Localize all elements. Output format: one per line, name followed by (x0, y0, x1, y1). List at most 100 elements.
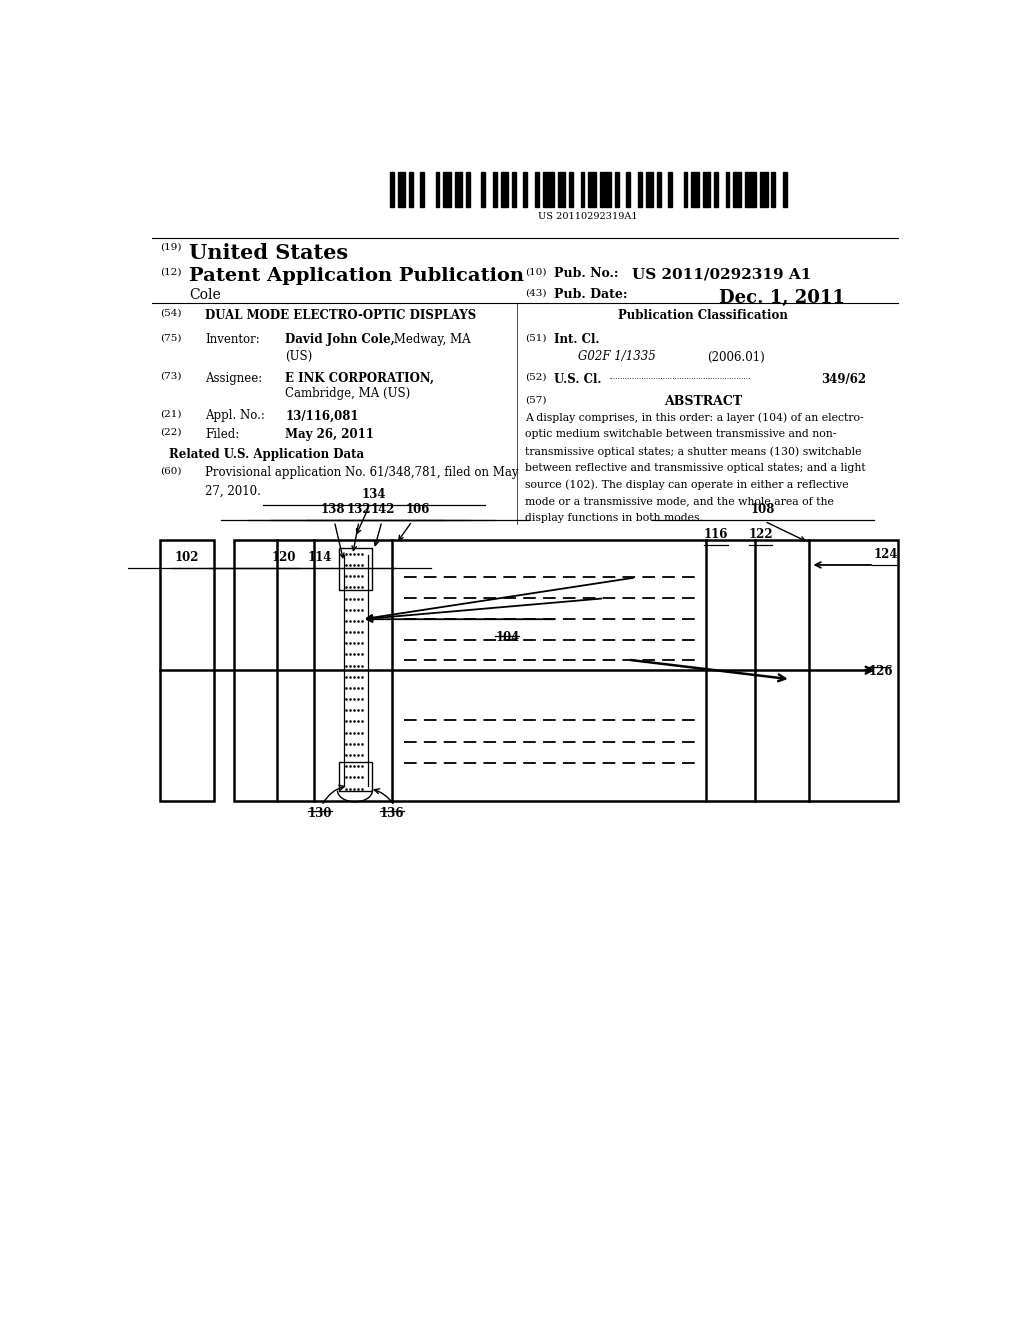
Text: Publication Classification: Publication Classification (618, 309, 788, 322)
Text: 106: 106 (406, 503, 430, 516)
Bar (744, 172, 756, 207)
Text: (22): (22) (160, 428, 181, 437)
Text: David John Cole,: David John Cole, (285, 333, 395, 346)
Text: 124: 124 (873, 548, 898, 561)
Text: 138: 138 (321, 503, 345, 516)
Text: Pub. No.:: Pub. No.: (554, 267, 618, 280)
Text: ............................................................: ........................................… (608, 372, 751, 381)
Text: 104: 104 (496, 631, 519, 644)
Text: G02F 1/1335: G02F 1/1335 (578, 351, 655, 363)
Text: Related U.S. Application Data: Related U.S. Application Data (169, 447, 365, 461)
Text: Provisional application No. 61/348,781, filed on May
27, 2010.: Provisional application No. 61/348,781, … (205, 466, 518, 498)
Text: (73): (73) (160, 372, 181, 381)
Bar (455, 172, 463, 207)
Bar (684, 172, 687, 207)
Text: US 20110292319A1: US 20110292319A1 (539, 213, 638, 222)
Text: (60): (60) (160, 466, 181, 475)
Bar (466, 172, 470, 207)
Bar (569, 172, 573, 207)
Text: Pub. Date:: Pub. Date: (554, 289, 628, 301)
Text: Inventor:: Inventor: (205, 333, 260, 346)
Bar (409, 172, 413, 207)
Bar (397, 172, 406, 207)
Text: 134: 134 (361, 488, 386, 500)
Text: (75): (75) (160, 333, 181, 342)
Text: 116: 116 (703, 528, 728, 541)
Bar (691, 172, 699, 207)
Text: (51): (51) (524, 333, 546, 342)
Text: ABSTRACT: ABSTRACT (665, 395, 742, 408)
Text: (10): (10) (524, 267, 546, 276)
Bar (535, 172, 539, 207)
Text: Patent Application Publication: Patent Application Publication (189, 267, 524, 285)
Text: U.S. Cl.: U.S. Cl. (554, 372, 602, 385)
Bar (669, 172, 672, 207)
Bar (638, 172, 642, 207)
Text: 142: 142 (371, 503, 395, 516)
Text: (12): (12) (160, 267, 181, 276)
Bar (581, 172, 585, 207)
Text: Appl. No.:: Appl. No.: (205, 409, 265, 422)
Text: 120: 120 (271, 550, 296, 564)
Bar (588, 172, 596, 207)
Bar (493, 172, 497, 207)
Text: (US): (US) (285, 350, 312, 363)
Text: 114: 114 (308, 550, 332, 564)
Bar (512, 172, 516, 207)
Text: (43): (43) (524, 289, 546, 297)
Text: (52): (52) (524, 372, 546, 381)
Bar (543, 172, 554, 207)
Bar (600, 172, 611, 207)
Text: Filed:: Filed: (205, 428, 240, 441)
Text: source (102). The display can operate in either a reflective: source (102). The display can operate in… (524, 479, 849, 490)
Bar (714, 172, 718, 207)
Text: 102: 102 (174, 550, 199, 564)
Text: Int. Cl.: Int. Cl. (554, 333, 600, 346)
Text: (54): (54) (160, 309, 181, 318)
Bar (339, 548, 373, 590)
Text: optic medium switchable between transmissive and non-: optic medium switchable between transmis… (524, 429, 837, 440)
Bar (523, 172, 527, 207)
Text: 349/62: 349/62 (821, 372, 866, 385)
Bar (501, 172, 508, 207)
Bar (733, 172, 741, 207)
Text: US 2011/0292319 A1: US 2011/0292319 A1 (632, 267, 811, 281)
Text: transmissive optical states; a shutter means (130) switchable: transmissive optical states; a shutter m… (524, 446, 861, 457)
Bar (233, 540, 898, 801)
Text: (19): (19) (160, 243, 181, 252)
Text: 122: 122 (749, 528, 773, 541)
Bar (339, 762, 373, 791)
Bar (627, 172, 630, 207)
Bar (421, 172, 424, 207)
Text: (21): (21) (160, 409, 181, 418)
Text: E INK CORPORATION,: E INK CORPORATION, (285, 372, 434, 385)
Bar (657, 172, 660, 207)
Text: 108: 108 (751, 503, 775, 516)
Text: 126: 126 (868, 664, 893, 677)
Text: Dec. 1, 2011: Dec. 1, 2011 (719, 289, 845, 306)
Bar (702, 172, 711, 207)
Text: between reflective and transmissive optical states; and a light: between reflective and transmissive opti… (524, 463, 865, 473)
Bar (771, 172, 775, 207)
Bar (160, 540, 214, 801)
Bar (645, 172, 653, 207)
Bar (726, 172, 729, 207)
Bar (783, 172, 786, 207)
Text: DUAL MODE ELECTRO-OPTIC DISPLAYS: DUAL MODE ELECTRO-OPTIC DISPLAYS (205, 309, 476, 322)
Bar (435, 172, 439, 207)
Text: (2006.01): (2006.01) (708, 351, 765, 363)
Text: 13/116,081: 13/116,081 (285, 409, 358, 422)
Bar (390, 172, 393, 207)
Text: 132: 132 (347, 503, 372, 516)
Bar (558, 172, 565, 207)
Text: mode or a transmissive mode, and the whole area of the: mode or a transmissive mode, and the who… (524, 496, 834, 507)
Text: (57): (57) (524, 395, 546, 404)
Text: Cambridge, MA (US): Cambridge, MA (US) (285, 387, 411, 400)
Text: May 26, 2011: May 26, 2011 (285, 428, 374, 441)
Text: Cole: Cole (189, 289, 221, 302)
Text: display functions in both modes.: display functions in both modes. (524, 513, 702, 523)
Text: Medway, MA: Medway, MA (390, 333, 470, 346)
Text: 130: 130 (308, 807, 333, 820)
Bar (481, 172, 485, 207)
Text: A display comprises, in this order: a layer (104) of an electro-: A display comprises, in this order: a la… (524, 412, 863, 424)
